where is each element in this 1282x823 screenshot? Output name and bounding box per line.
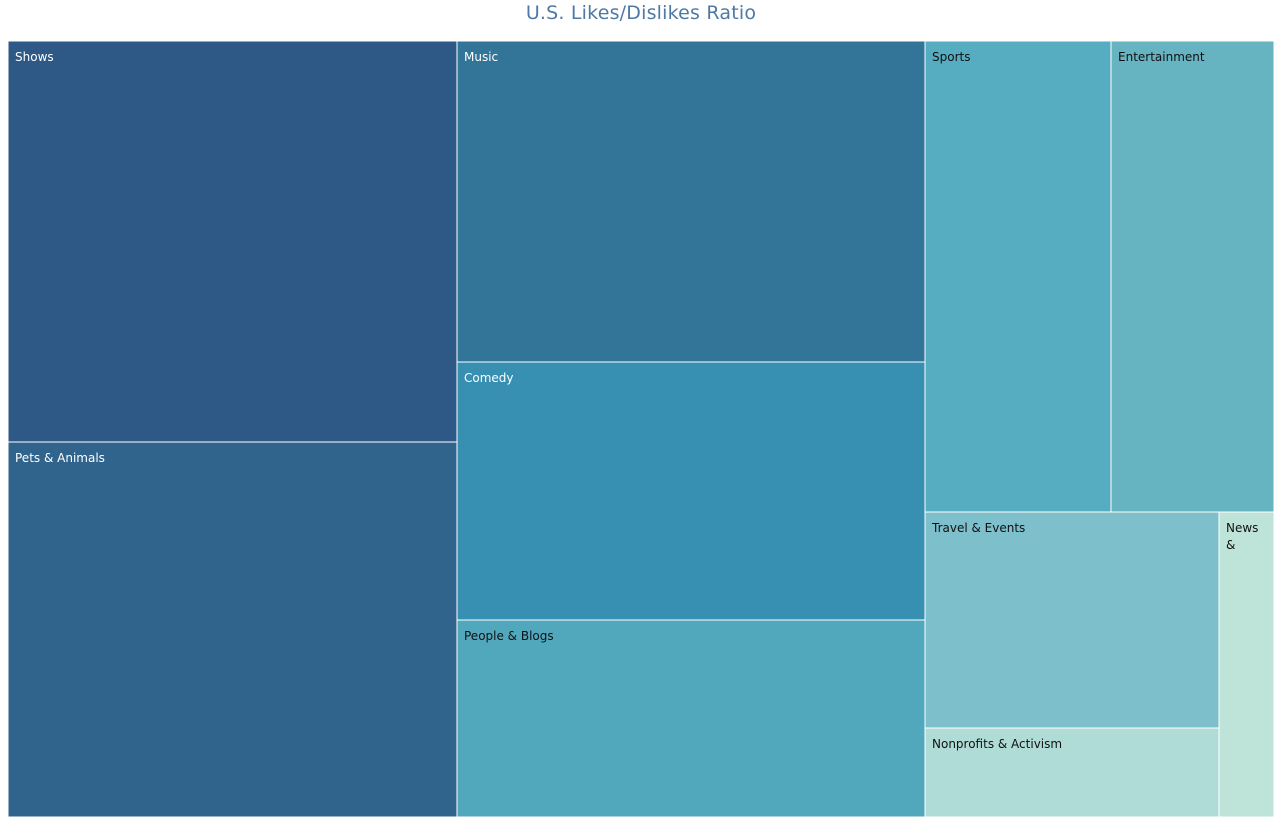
treemap-tile-rect[interactable] bbox=[7, 40, 458, 443]
treemap-tile[interactable]: Comedy bbox=[456, 361, 926, 621]
treemap-tile[interactable]: People & Blogs bbox=[456, 619, 926, 818]
treemap-tile[interactable]: Travel & Events bbox=[924, 511, 1220, 729]
treemap-tile-rect[interactable] bbox=[456, 40, 926, 363]
treemap-tile-label: Travel & Events bbox=[931, 521, 1025, 535]
treemap-tile-label: Nonprofits & Activism bbox=[932, 737, 1062, 751]
treemap-tile[interactable]: News & bbox=[1218, 511, 1275, 818]
treemap-tile-rect[interactable] bbox=[1110, 40, 1275, 513]
treemap-tile-label: Entertainment bbox=[1118, 50, 1205, 64]
treemap-tile-label: People & Blogs bbox=[464, 629, 554, 643]
treemap-tile-label: Music bbox=[464, 50, 498, 64]
treemap-tile-rect[interactable] bbox=[924, 511, 1220, 729]
treemap-tile-label: Comedy bbox=[464, 371, 514, 385]
treemap-tile[interactable]: Nonprofits & Activism bbox=[924, 727, 1220, 818]
treemap-tile-label: Pets & Animals bbox=[15, 451, 105, 465]
treemap-tile-rect[interactable] bbox=[7, 441, 458, 818]
treemap-tile[interactable]: Pets & Animals bbox=[7, 441, 458, 818]
chart-title: U.S. Likes/Dislikes Ratio bbox=[525, 2, 757, 24]
treemap-tile-rect[interactable] bbox=[1218, 511, 1275, 818]
treemap-tile[interactable]: Entertainment bbox=[1110, 40, 1275, 513]
treemap-tile-rect[interactable] bbox=[456, 361, 926, 621]
treemap-tile-label: News & bbox=[1226, 521, 1258, 552]
treemap-tile-label: Shows bbox=[15, 50, 54, 64]
treemap-tile-rect[interactable] bbox=[924, 40, 1112, 513]
treemap-tile[interactable]: Shows bbox=[7, 40, 458, 443]
treemap-tile[interactable]: Music bbox=[456, 40, 926, 363]
treemap-tile-label: Sports bbox=[932, 50, 970, 64]
treemap-tile-rect[interactable] bbox=[456, 619, 926, 818]
treemap-tile[interactable]: Sports bbox=[924, 40, 1112, 513]
